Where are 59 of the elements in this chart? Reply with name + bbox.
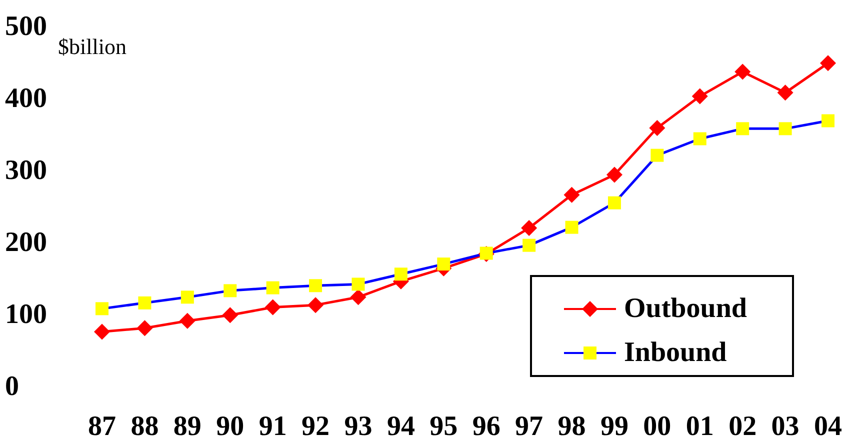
x-tick-label: 88 bbox=[130, 410, 159, 442]
legend-label: Outbound bbox=[624, 293, 747, 325]
point bbox=[180, 290, 194, 304]
x-tick-label: 91 bbox=[258, 410, 287, 442]
point bbox=[606, 166, 622, 183]
point bbox=[309, 279, 322, 292]
point bbox=[565, 220, 578, 234]
point bbox=[224, 284, 237, 298]
point bbox=[394, 268, 408, 281]
legend-label: Inbound bbox=[624, 337, 727, 369]
x-tick-label: 01 bbox=[686, 410, 714, 442]
x-tick-label: 95 bbox=[430, 410, 458, 442]
point bbox=[778, 122, 792, 136]
x-tick-label: 97 bbox=[515, 410, 544, 442]
x-tick-label: 96 bbox=[472, 410, 500, 442]
y-axis-title: $billion bbox=[58, 34, 126, 60]
point bbox=[266, 281, 280, 294]
x-tick-label: 02 bbox=[728, 410, 757, 442]
point bbox=[350, 289, 366, 306]
x-tick-label: 89 bbox=[173, 410, 202, 442]
point bbox=[264, 299, 281, 316]
point bbox=[352, 278, 365, 291]
y-tick-label: 0 bbox=[5, 371, 19, 402]
point bbox=[437, 258, 450, 271]
point bbox=[734, 64, 751, 80]
point bbox=[222, 307, 238, 324]
point bbox=[650, 148, 664, 162]
x-tick-label: 99 bbox=[600, 410, 628, 442]
point bbox=[777, 84, 794, 101]
x-tick-label: 93 bbox=[344, 410, 372, 442]
point bbox=[179, 312, 196, 329]
y-tick-label: 500 bbox=[5, 11, 47, 42]
point bbox=[521, 220, 538, 236]
x-tick-label: 94 bbox=[386, 410, 415, 442]
y-tick-label: 100 bbox=[5, 299, 47, 330]
x-tick-label: 92 bbox=[302, 410, 330, 442]
point bbox=[136, 320, 153, 336]
point bbox=[522, 238, 536, 252]
y-tick-label: 400 bbox=[5, 83, 47, 114]
y-tick-label: 200 bbox=[5, 227, 47, 258]
point bbox=[564, 186, 580, 203]
x-tick-label: 87 bbox=[88, 410, 116, 442]
point bbox=[308, 297, 324, 314]
x-tick-label: 00 bbox=[643, 410, 672, 442]
x-tick-label: 03 bbox=[771, 410, 800, 442]
point bbox=[649, 120, 666, 136]
x-tick-label: 90 bbox=[216, 410, 244, 442]
point bbox=[736, 122, 750, 136]
point bbox=[94, 324, 110, 340]
point bbox=[138, 296, 152, 310]
point bbox=[96, 302, 108, 316]
y-tick-label: 300 bbox=[5, 155, 47, 186]
point bbox=[820, 55, 836, 72]
x-tick-label: 04 bbox=[814, 410, 842, 442]
point bbox=[693, 132, 706, 146]
x-tick-label: 98 bbox=[558, 410, 586, 442]
point bbox=[692, 88, 708, 104]
point bbox=[822, 114, 834, 128]
point bbox=[608, 196, 621, 210]
